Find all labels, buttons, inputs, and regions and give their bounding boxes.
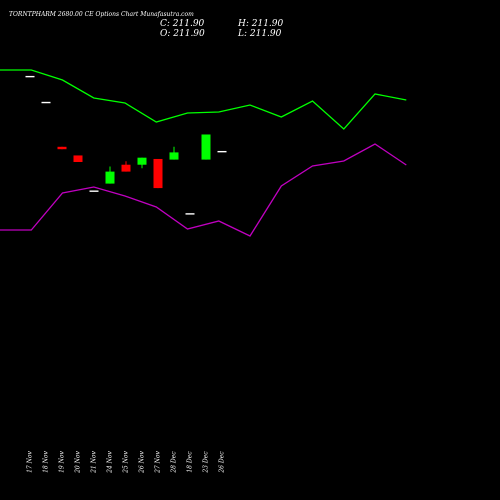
candle	[41, 101, 51, 104]
x-tick-label: 24 Nov	[107, 450, 114, 473]
candle-body	[121, 164, 131, 172]
x-tick-label: 20 Nov	[75, 450, 82, 473]
candle	[73, 155, 83, 162]
overlay-lines	[0, 69, 407, 237]
candle-body	[25, 75, 35, 78]
candle	[201, 134, 211, 160]
open-value: O: 211.90	[160, 29, 205, 39]
x-tick-label: 28 Dec	[171, 451, 178, 474]
candle-body	[41, 101, 51, 104]
candle	[169, 146, 179, 160]
close-value: C: 211.90	[160, 19, 205, 29]
candle	[25, 75, 35, 78]
x-tick-label: 19 Nov	[59, 450, 66, 472]
candle-body	[169, 152, 179, 160]
candle	[57, 146, 67, 150]
candle-body	[105, 171, 115, 184]
candle	[217, 150, 227, 153]
x-tick-label: 18 Dec	[187, 451, 194, 473]
low-value: L: 211.90	[238, 29, 282, 39]
candle-body	[217, 150, 227, 153]
x-axis: 17 Nov 18 Nov 19 Nov 20 Nov 21 Nov 24 Nov 25 N…	[27, 450, 226, 473]
x-tick-label: 21 Nov	[91, 450, 98, 473]
overlay-line-1	[0, 69, 407, 130]
overlay-line-2	[0, 143, 407, 237]
x-tick-label: 26 Dec	[219, 451, 226, 474]
candle-body	[153, 158, 163, 189]
candle	[105, 166, 115, 184]
candle-body	[89, 190, 99, 192]
high-value: H: 211.90	[238, 19, 284, 29]
x-tick-label: 17 Nov	[27, 450, 34, 472]
x-tick-label: 18 Nov	[43, 450, 50, 472]
chart-title: TORNTPHARM 2680.00 CE Options Chart Muna…	[9, 11, 194, 18]
candle-body	[57, 146, 67, 150]
candle-body	[201, 134, 211, 160]
candle-body	[137, 157, 147, 165]
x-tick-label: 26 Nov	[139, 450, 146, 473]
x-tick-label: 23 Dec	[203, 451, 210, 474]
candle	[153, 158, 163, 189]
x-tick-label: 25 Nov	[123, 450, 130, 473]
x-tick-label: 27 Nov	[155, 450, 162, 473]
candle	[121, 161, 131, 172]
candle	[89, 190, 99, 192]
candle	[137, 157, 147, 169]
candle-body	[73, 155, 83, 162]
candle	[185, 213, 195, 215]
candle-body	[185, 213, 195, 215]
candles	[25, 75, 227, 215]
